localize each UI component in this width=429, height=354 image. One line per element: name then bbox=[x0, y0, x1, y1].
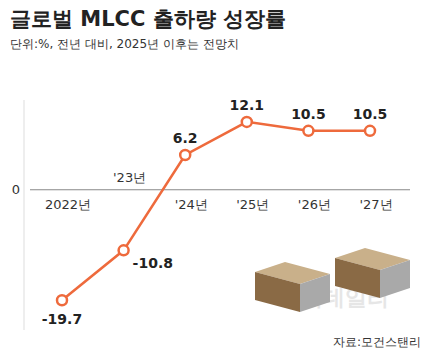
x-tick-label: '26년 bbox=[298, 197, 331, 212]
y-tick-label: 0 bbox=[12, 182, 20, 197]
data-label: 10.5 bbox=[291, 106, 326, 122]
cap-front bbox=[335, 258, 380, 298]
x-tick-label: '24년 bbox=[175, 197, 208, 212]
point bbox=[57, 295, 67, 305]
data-label: -19.7 bbox=[42, 311, 82, 327]
point bbox=[242, 117, 252, 127]
capacitor-icon bbox=[335, 248, 410, 298]
cap-side bbox=[300, 274, 330, 312]
cap-front bbox=[255, 272, 300, 312]
series-line bbox=[62, 122, 370, 300]
y-axis-line bbox=[24, 100, 25, 330]
capacitor-icon bbox=[255, 262, 330, 312]
subtitle: 단위:%, 전년 대비, 2025년 이후는 전망치 bbox=[10, 37, 239, 51]
title: 글로벌 MLCC 출하량 성장률 bbox=[10, 7, 286, 31]
cap-side bbox=[380, 260, 410, 298]
point bbox=[365, 126, 375, 136]
zero-line bbox=[30, 189, 410, 190]
series-group bbox=[57, 117, 375, 305]
point bbox=[119, 245, 129, 255]
chart-svg: 글로벌 MLCC 출하량 성장률단위:%, 전년 대비, 2025년 이후는 전… bbox=[0, 0, 429, 354]
data-label: 12.1 bbox=[230, 97, 265, 113]
data-label: 10.5 bbox=[353, 106, 388, 122]
x-tick-label: '25년 bbox=[236, 197, 269, 212]
data-label: -10.8 bbox=[133, 255, 173, 271]
point bbox=[180, 150, 190, 160]
point bbox=[303, 126, 313, 136]
source: 자료:모건스탠리 bbox=[333, 335, 421, 349]
x-tick-label: 2022년 bbox=[45, 197, 91, 212]
x-tick-label: '23년 bbox=[113, 170, 146, 185]
chart-root: 글로벌 MLCC 출하량 성장률단위:%, 전년 대비, 2025년 이후는 전… bbox=[0, 0, 429, 354]
data-label: 6.2 bbox=[173, 130, 198, 146]
x-tick-label: '27년 bbox=[359, 197, 392, 212]
